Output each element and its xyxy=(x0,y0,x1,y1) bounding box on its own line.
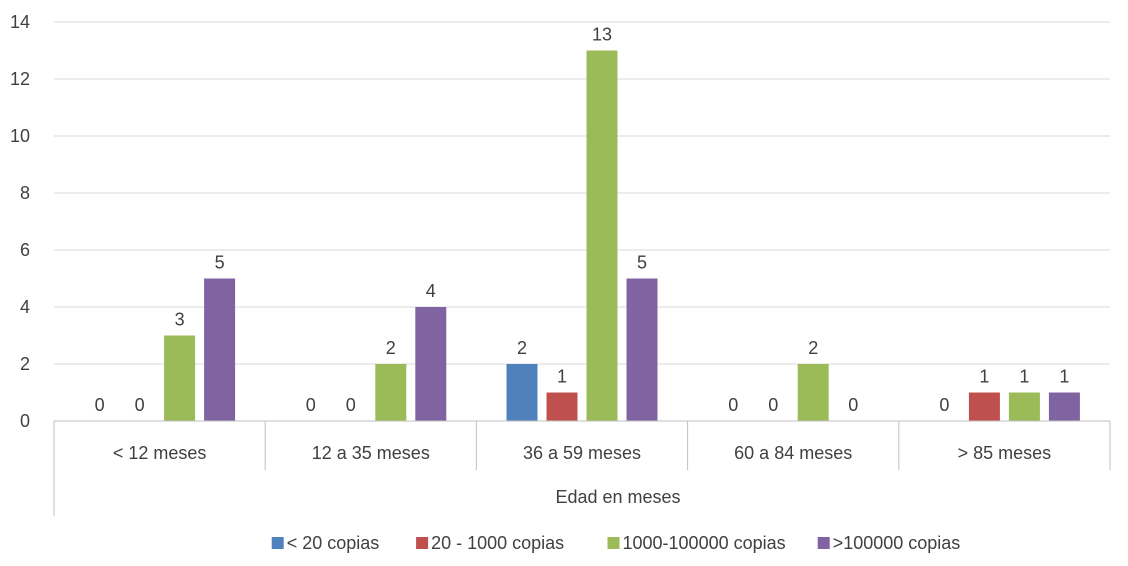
bar xyxy=(968,392,1000,421)
y-tick-label: 2 xyxy=(20,354,30,374)
x-axis-title: Edad en meses xyxy=(555,487,680,507)
legend-swatch xyxy=(416,537,429,549)
data-label: 0 xyxy=(848,395,858,415)
data-label: 0 xyxy=(939,395,949,415)
bar xyxy=(415,307,447,421)
bars xyxy=(164,50,1080,421)
y-tick-label: 10 xyxy=(10,126,30,146)
y-tick-label: 6 xyxy=(20,240,30,260)
data-label: 5 xyxy=(637,253,647,273)
data-label: 1 xyxy=(1059,367,1069,387)
y-tick-label: 12 xyxy=(10,69,30,89)
data-label: 0 xyxy=(135,395,145,415)
data-label: 0 xyxy=(768,395,778,415)
legend-label: 1000-100000 copias xyxy=(623,533,786,553)
bar xyxy=(375,364,407,421)
data-label: 2 xyxy=(517,338,527,358)
bar xyxy=(1008,392,1040,421)
x-tick-label: 60 a 84 meses xyxy=(734,443,852,463)
data-label: 2 xyxy=(386,338,396,358)
legend-label: >100000 copias xyxy=(833,533,961,553)
data-label: 3 xyxy=(175,310,185,330)
legend-swatch xyxy=(607,537,620,549)
bar xyxy=(546,392,578,421)
y-tick-label: 8 xyxy=(20,183,30,203)
bar xyxy=(586,50,618,421)
data-label: 0 xyxy=(306,395,316,415)
y-tick-label: 0 xyxy=(20,411,30,431)
x-tick-label: 12 a 35 meses xyxy=(312,443,430,463)
data-label: 0 xyxy=(346,395,356,415)
data-label: 1 xyxy=(1019,367,1029,387)
y-tick-label: 14 xyxy=(10,12,30,32)
bar xyxy=(204,278,236,421)
data-label: 13 xyxy=(592,25,612,45)
data-label: 1 xyxy=(979,367,989,387)
x-tick-label: 36 a 59 meses xyxy=(523,443,641,463)
legend: < 20 copias 20 - 1000 copias 1000-100000 c… xyxy=(271,533,961,553)
data-label: 0 xyxy=(728,395,738,415)
bar xyxy=(1048,392,1080,421)
y-tick-label: 4 xyxy=(20,297,30,317)
legend-label: 20 - 1000 copias xyxy=(431,533,564,553)
data-label: 4 xyxy=(426,281,436,301)
legend-swatch xyxy=(817,537,830,549)
bar xyxy=(626,278,658,421)
data-label: 2 xyxy=(808,338,818,358)
data-label: 0 xyxy=(95,395,105,415)
bar xyxy=(506,364,538,421)
legend-swatch xyxy=(271,537,284,549)
bar xyxy=(164,335,196,421)
data-label: 5 xyxy=(215,253,225,273)
data-label: 1 xyxy=(557,367,567,387)
x-tick-label: > 85 meses xyxy=(958,443,1052,463)
x-tick-label: < 12 meses xyxy=(113,443,207,463)
legend-label: < 20 copias xyxy=(287,533,380,553)
bar xyxy=(797,364,829,421)
